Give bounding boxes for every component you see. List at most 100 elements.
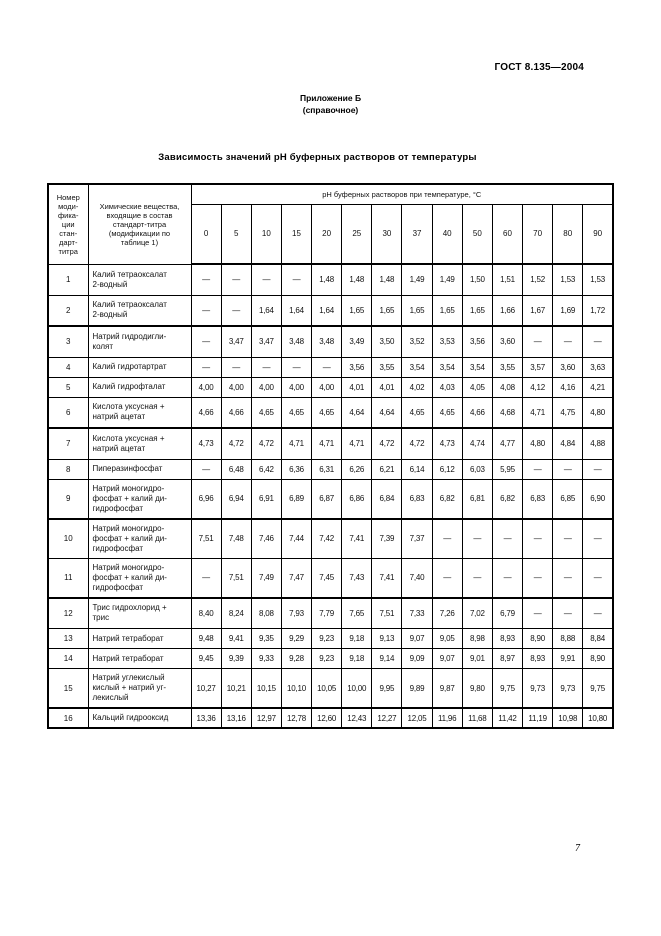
ph-value: 10,10 xyxy=(280,668,313,709)
ph-value: — xyxy=(311,356,343,378)
ph-value: 7,39 xyxy=(371,518,403,559)
table-row: 7 Кислота уксусная + натрий ацетат 4,73 4,7… xyxy=(47,427,614,460)
ph-value: — xyxy=(491,518,524,559)
ph-value: 4,00 xyxy=(311,376,343,398)
ph-value: — xyxy=(280,356,313,378)
column-header-chemicals: Химические вещества, входящие в состав с… xyxy=(87,183,192,265)
ph-value: — xyxy=(552,458,584,480)
table-row: 16 Кальций гидрооксид 13,36 13,16 12,97 12,78… xyxy=(47,707,614,729)
ph-value: 4,08 xyxy=(491,376,524,398)
ph-value: 1,66 xyxy=(491,294,524,327)
ph-value: 7,43 xyxy=(341,557,373,599)
chemical-name: Натрий тетраборат xyxy=(87,628,192,649)
ph-value: 4,73 xyxy=(431,427,463,460)
chemical-name: Натрий гидродигли- колят xyxy=(87,325,192,358)
ph-value: 6,31 xyxy=(311,458,343,480)
ph-value: 6,42 xyxy=(250,458,282,480)
temperature-header-row: 0 5 10 15 20 25 30 37 40 50 60 70 80 90 xyxy=(48,203,614,265)
ph-value: — xyxy=(250,263,282,296)
ph-value: — xyxy=(250,356,282,378)
ph-value: 4,71 xyxy=(341,427,373,460)
ph-value: — xyxy=(190,325,222,358)
temperature-column-header: 10 xyxy=(250,203,282,265)
ph-value: 4,65 xyxy=(311,396,343,429)
ph-value: 4,77 xyxy=(491,427,524,460)
ph-value: 10,21 xyxy=(220,668,252,709)
column-header-modification-number: Номер моди- фика- ции стан- дарт- титра xyxy=(47,183,89,265)
ph-value: 7,33 xyxy=(401,597,433,629)
ph-value: 1,52 xyxy=(522,263,554,296)
table-row: 2 Калий тетраоксалат 2-водный — —1,64 1,64 1,… xyxy=(47,294,614,327)
ph-value: 7,02 xyxy=(461,597,493,629)
ph-value: 4,65 xyxy=(250,396,282,429)
ph-value: 6,48 xyxy=(220,458,252,480)
ph-value: 6,83 xyxy=(401,478,433,520)
ph-value: 1,64 xyxy=(250,294,282,327)
chemical-name: Калий гидротартрат xyxy=(87,356,192,378)
temperature-column-header: 0 xyxy=(190,203,222,265)
ph-value: 9,75 xyxy=(582,668,614,709)
temperature-column-header: 40 xyxy=(431,203,463,265)
temperature-column-header: 20 xyxy=(311,203,343,265)
page-number: 7 xyxy=(575,843,580,854)
ph-value: 8,88 xyxy=(552,628,584,649)
table-body: 1 Калий тетраоксалат 2-водный — — — —1,48 1,48… xyxy=(47,263,614,729)
ph-value: 3,57 xyxy=(522,356,554,378)
table-row: 9 Натрий моногидро- фосфат + калий ди- ги… xyxy=(47,478,614,520)
standard-reference: ГОСТ 8.135—2004 xyxy=(494,62,584,73)
chemical-name: Натрий тетраборат xyxy=(87,648,192,669)
ph-value: 4,64 xyxy=(341,396,373,429)
ph-value: 9,48 xyxy=(190,628,222,649)
temperature-column-header: 70 xyxy=(522,203,554,265)
table-row: 10 Натрий моногидро- фосфат + калий ди- г… xyxy=(47,518,614,559)
ph-value: 1,48 xyxy=(371,263,403,296)
ph-value: — xyxy=(582,325,614,358)
ph-value: 9,07 xyxy=(431,648,463,669)
ph-value: — xyxy=(522,557,554,599)
ph-value: — xyxy=(552,597,584,629)
ph-value: — xyxy=(190,458,222,480)
ph-value: 7,51 xyxy=(371,597,403,629)
ph-value: 11,68 xyxy=(461,707,493,729)
ph-value: 7,93 xyxy=(280,597,313,629)
ph-value: 3,48 xyxy=(311,325,343,358)
ph-value: 11,42 xyxy=(491,707,524,729)
temperature-column-header: 60 xyxy=(491,203,524,265)
ph-value: 1,49 xyxy=(401,263,433,296)
ph-value: 3,63 xyxy=(582,356,614,378)
ph-value: 4,05 xyxy=(461,376,493,398)
modification-number: 8 xyxy=(47,458,89,480)
ph-value: 8,93 xyxy=(522,648,554,669)
ph-value: 8,90 xyxy=(582,648,614,669)
chemical-name: Натрий углекислый кислый + натрий уг- ле… xyxy=(87,668,192,709)
ph-value: — xyxy=(582,557,614,599)
ph-value: 3,55 xyxy=(371,356,403,378)
chemical-name: Натрий моногидро- фосфат + калий ди- гид… xyxy=(87,557,192,599)
ph-value: 5,95 xyxy=(491,458,524,480)
ph-value: 9,39 xyxy=(220,648,252,669)
ph-value: — xyxy=(552,325,584,358)
chemical-name: Натрий моногидро- фосфат + калий ди- гид… xyxy=(87,518,192,559)
ph-value: — xyxy=(552,518,584,559)
ph-value: 7,51 xyxy=(220,557,252,599)
ph-values-table: Номер моди- фика- ции стан- дарт- титра … xyxy=(47,183,614,729)
ph-value: 4,03 xyxy=(431,376,463,398)
ph-value: 6,14 xyxy=(401,458,433,480)
ph-value: 7,65 xyxy=(341,597,373,629)
ph-value: 4,65 xyxy=(401,396,433,429)
ph-value: 4,88 xyxy=(582,427,614,460)
ph-value: 4,75 xyxy=(552,396,584,429)
ph-value: 4,64 xyxy=(371,396,403,429)
ph-value: 9,29 xyxy=(280,628,313,649)
ph-value: 7,41 xyxy=(341,518,373,559)
ph-value: 6,82 xyxy=(431,478,463,520)
ph-value: — xyxy=(522,597,554,629)
ph-value: 1,64 xyxy=(280,294,313,327)
modification-number: 11 xyxy=(47,557,89,599)
ph-value: — xyxy=(522,458,554,480)
ph-value: 1,48 xyxy=(311,263,343,296)
temperature-column-header: 30 xyxy=(371,203,403,265)
ph-value: — xyxy=(461,518,493,559)
ph-value: 7,48 xyxy=(220,518,252,559)
ph-value: — xyxy=(431,557,463,599)
